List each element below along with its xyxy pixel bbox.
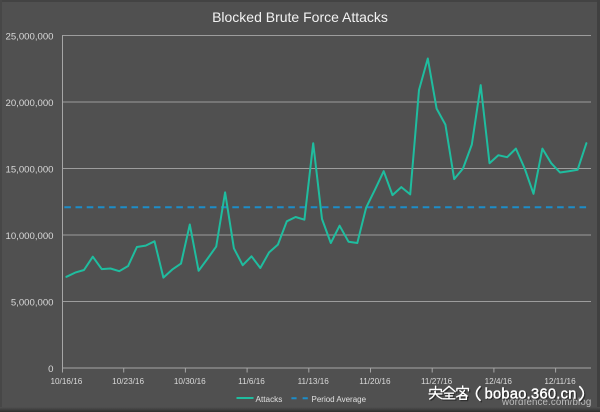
svg-text:20,000,000: 20,000,000	[5, 98, 53, 109]
svg-text:11/27/16: 11/27/16	[421, 377, 453, 386]
svg-text:wordfence.com/blog: wordfence.com/blog	[501, 397, 591, 408]
svg-text:11/6/16: 11/6/16	[238, 377, 265, 386]
svg-text:15,000,000: 15,000,000	[5, 164, 53, 175]
svg-text:0: 0	[48, 364, 53, 375]
svg-text:5,000,000: 5,000,000	[11, 297, 54, 308]
svg-text:Attacks: Attacks	[256, 395, 283, 404]
svg-text:11/13/16: 11/13/16	[298, 377, 330, 386]
svg-text:10,000,000: 10,000,000	[5, 231, 53, 242]
svg-text:25,000,000: 25,000,000	[5, 31, 53, 42]
svg-text:12/4/16: 12/4/16	[485, 377, 513, 386]
svg-text:bobao.360.cn: bobao.360.cn	[486, 388, 578, 404]
svg-text:11/20/16: 11/20/16	[359, 377, 391, 386]
svg-text:10/16/16: 10/16/16	[50, 377, 82, 386]
svg-text:Blocked Brute Force Attacks: Blocked Brute Force Attacks	[212, 9, 388, 25]
svg-text:10/23/16: 10/23/16	[112, 377, 144, 386]
svg-text:Period Average: Period Average	[312, 395, 367, 404]
svg-text:10/30/16: 10/30/16	[174, 377, 206, 386]
svg-text:12/11/16: 12/11/16	[544, 377, 576, 386]
svg-text:bobao.360.cn: bobao.360.cn	[485, 386, 577, 402]
